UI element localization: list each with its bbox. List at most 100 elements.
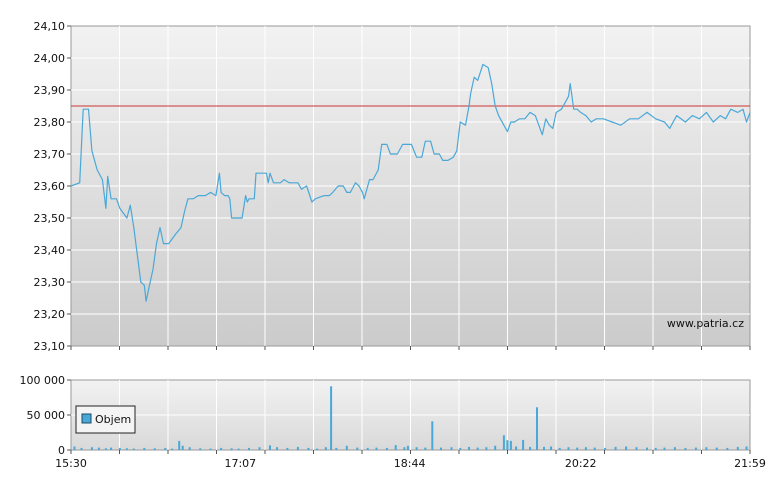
volume-bar <box>97 447 100 450</box>
volume-bar <box>375 447 378 450</box>
volume-bar <box>726 447 729 450</box>
volume-bar <box>230 448 233 451</box>
volume-bar <box>324 447 327 450</box>
price-y-tick-label: 23,20 <box>34 308 66 321</box>
volume-bar <box>476 447 479 450</box>
volume-bar <box>509 440 512 450</box>
volume-y-tick-label: 100 000 <box>20 374 66 387</box>
price-y-tick-label: 23,70 <box>34 148 66 161</box>
volume-bar <box>494 445 497 450</box>
volume-bar <box>593 447 596 450</box>
price-y-tick-label: 24,10 <box>34 20 66 33</box>
watermark: www.patria.cz <box>667 317 744 330</box>
volume-bar <box>684 447 687 450</box>
volume-bar <box>567 447 570 450</box>
time-tick-label: 15:30 <box>55 457 87 470</box>
legend-label: Objem <box>95 413 131 426</box>
price-axis: 24,10 24,00 23,90 23,80 23,70 23,60 23,50 23,40… <box>34 20 751 353</box>
volume-bar <box>529 446 532 450</box>
volume-bar <box>450 447 453 450</box>
volume-bar <box>440 447 442 450</box>
volume-grid <box>71 380 750 450</box>
volume-bar <box>330 386 333 450</box>
volume-bar <box>143 447 146 450</box>
volume-y-tick-label: 0 <box>58 444 65 457</box>
volume-bar <box>296 446 299 450</box>
volume-bar <box>502 435 505 450</box>
volume-legend: Objem <box>75 405 136 434</box>
volume-series <box>73 386 748 451</box>
volume-bar <box>356 447 359 450</box>
volume-bar <box>73 446 76 450</box>
time-tick-label: 20:22 <box>565 457 597 470</box>
volume-bar <box>171 448 174 450</box>
volume-bar <box>132 448 135 450</box>
volume-bar <box>745 446 748 450</box>
time-tick-label: 18:44 <box>394 457 426 470</box>
volume-bar <box>715 447 718 450</box>
volume-bar <box>335 447 338 450</box>
volume-bar <box>550 446 552 450</box>
volume-bar <box>220 447 223 450</box>
volume-bar <box>736 446 739 450</box>
volume-bar <box>694 447 697 450</box>
volume-bar <box>345 445 348 450</box>
volume-bar <box>90 447 93 450</box>
volume-bar <box>118 447 121 450</box>
volume-bar <box>104 448 107 451</box>
volume-bar <box>431 421 434 450</box>
price-y-tick-label: 24,00 <box>34 52 66 65</box>
volume-bar <box>269 445 271 450</box>
price-y-tick-label: 23,80 <box>34 116 66 129</box>
volume-bar <box>576 447 579 450</box>
volume-bar <box>663 447 666 450</box>
volume-bar <box>276 447 278 450</box>
volume-bar <box>673 447 676 450</box>
volume-bar <box>406 445 409 450</box>
volume-bar <box>366 447 369 450</box>
volume-bar <box>181 445 184 450</box>
time-tick-label: 17:07 <box>224 457 256 470</box>
volume-axis: 100 000 50 000 0 <box>20 374 71 457</box>
volume-bar <box>625 446 628 450</box>
volume-bar <box>604 447 607 450</box>
price-line <box>70 63 751 302</box>
volume-bar <box>258 447 261 450</box>
volume-bar <box>153 448 156 451</box>
volume-bar <box>316 448 319 450</box>
volume-bar <box>424 447 427 450</box>
volume-bar <box>584 447 587 450</box>
price-grid <box>71 26 750 346</box>
volume-bar <box>110 447 113 450</box>
volume-bar <box>125 448 128 451</box>
volume-bar <box>286 447 289 450</box>
volume-bar <box>403 447 406 450</box>
legend-swatch <box>81 413 92 424</box>
volume-bar <box>394 445 397 450</box>
volume-bar <box>614 446 617 450</box>
volume-bar <box>209 448 212 450</box>
volume-bar <box>515 446 518 450</box>
volume-bar <box>307 447 310 450</box>
price-y-tick-label: 23,60 <box>34 180 66 193</box>
time-tick-label: 21:59 <box>734 457 766 470</box>
price-y-tick-label: 23,50 <box>34 212 66 225</box>
volume-bar <box>654 447 657 450</box>
volume-bar <box>635 447 638 450</box>
volume-bar <box>485 447 488 450</box>
volume-bar <box>468 446 470 450</box>
volume-bar <box>543 446 545 450</box>
volume-bar <box>536 407 538 450</box>
price-y-tick-label: 23,10 <box>34 340 66 353</box>
volume-bar <box>646 447 648 450</box>
price-y-tick-label: 23,40 <box>34 244 66 257</box>
legend-box <box>75 405 136 434</box>
price-series <box>70 63 751 302</box>
volume-bar <box>459 447 462 450</box>
volume-bar <box>385 447 388 450</box>
volume-bar <box>248 447 250 450</box>
price-y-tick-label: 23,90 <box>34 84 66 97</box>
price-y-tick-label: 23,30 <box>34 276 66 289</box>
